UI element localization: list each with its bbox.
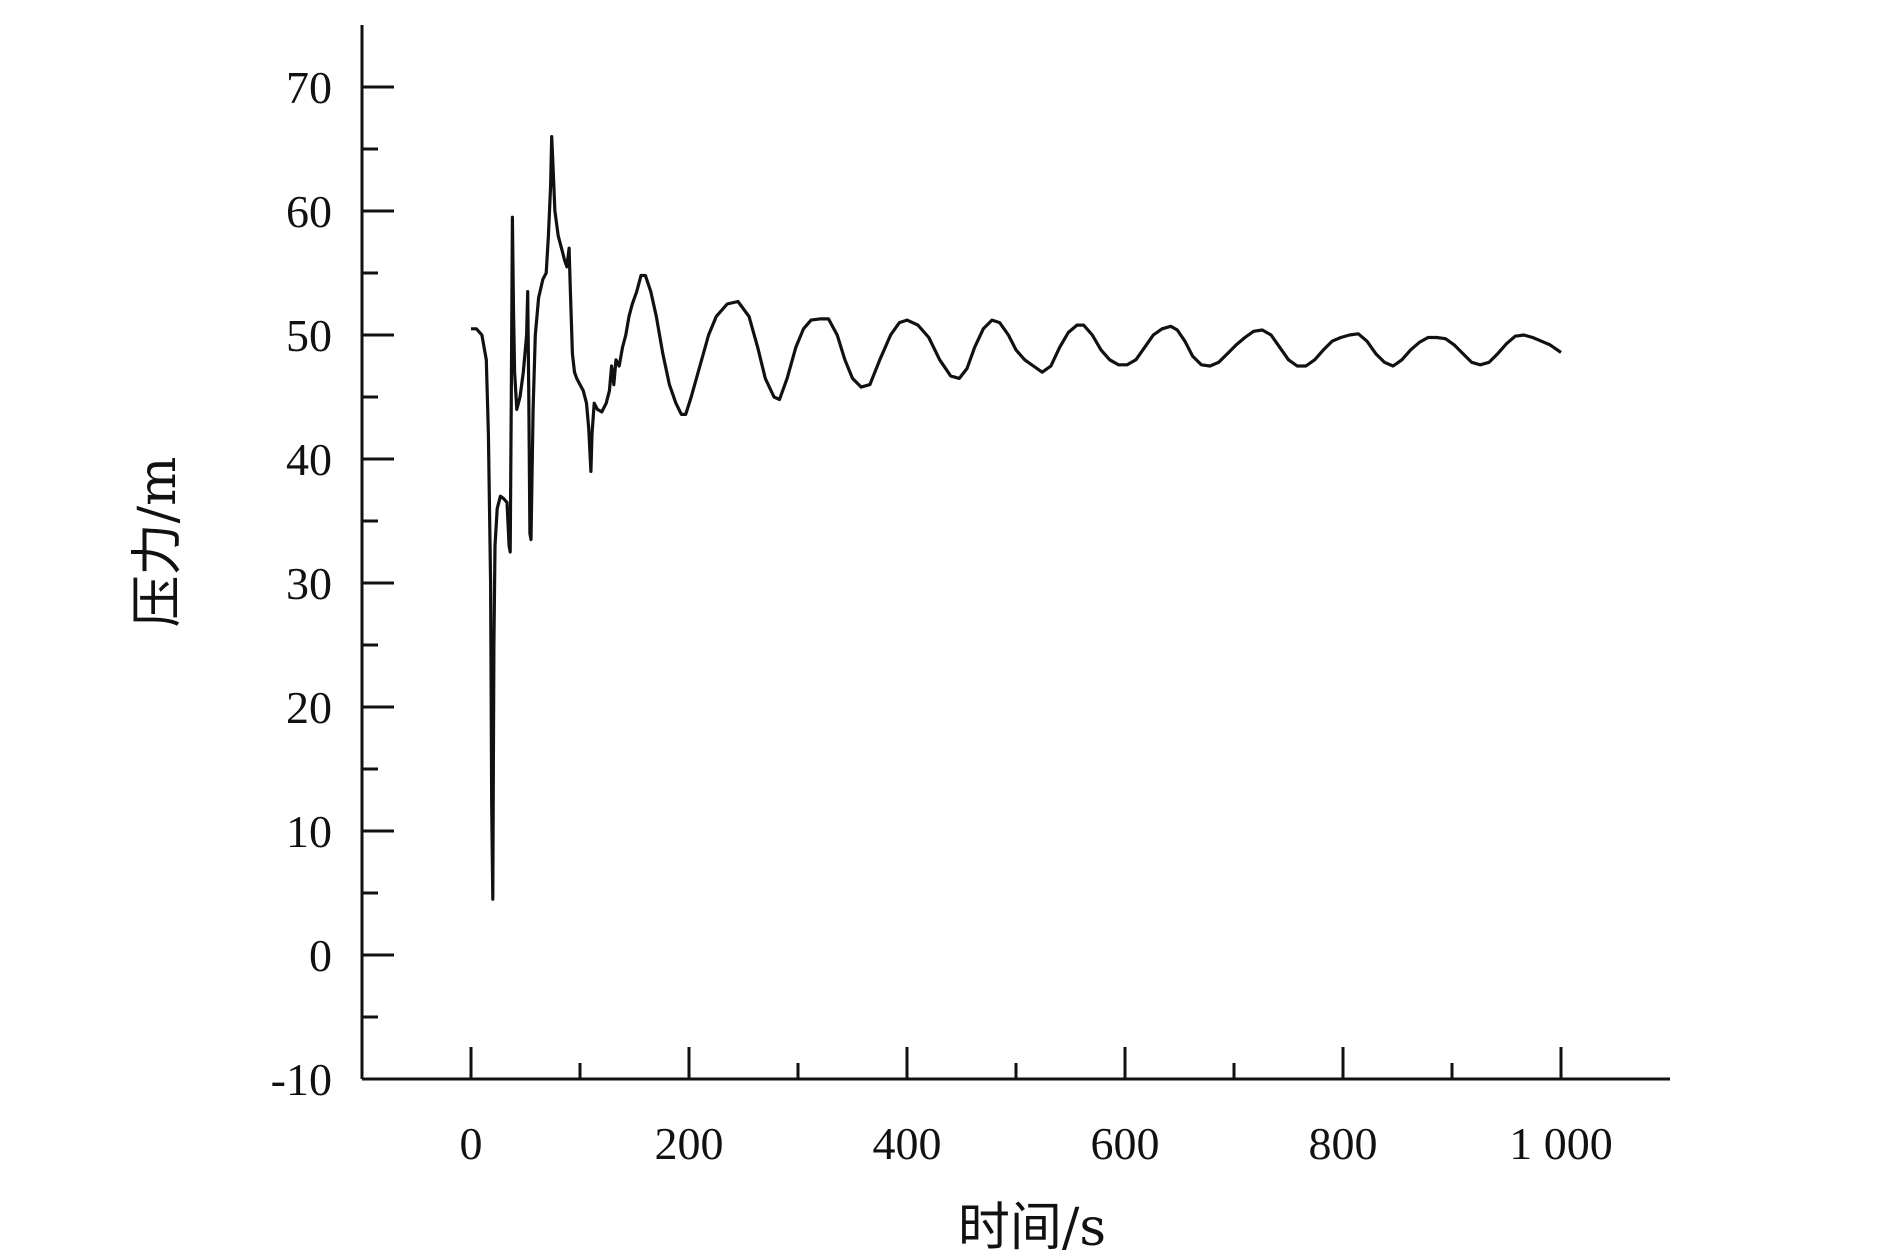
- x-tick-label: 400: [873, 1118, 942, 1169]
- y-tick-label: 70: [286, 62, 332, 113]
- y-tick-label: -10: [271, 1054, 332, 1105]
- series-line: [471, 135, 1562, 901]
- y-tick-label: 10: [286, 806, 332, 857]
- axes: [360, 25, 1670, 1081]
- y-tick-label: 0: [309, 930, 332, 981]
- y-tick-label: 30: [286, 558, 332, 609]
- y-tick-label: 60: [286, 186, 332, 237]
- y-axis-title: 压力/m: [128, 457, 188, 628]
- x-tick-label: 0: [460, 1118, 483, 1169]
- tick-labels: -10 0 10 20 30 40 50 60 70 0 200 400 600 800 1 000: [271, 62, 1613, 1169]
- x-axis-title: 时间/s: [958, 1198, 1106, 1257]
- y-tick-label: 50: [286, 310, 332, 361]
- y-tick-label: 20: [286, 682, 332, 733]
- x-tick-label: 1 000: [1509, 1118, 1613, 1169]
- ticks: [362, 85, 1563, 1081]
- x-tick-label: 200: [655, 1118, 724, 1169]
- x-tick-label: 800: [1309, 1118, 1378, 1169]
- y-tick-label: 40: [286, 434, 332, 485]
- series-group: [471, 135, 1562, 901]
- x-tick-label: 600: [1091, 1118, 1160, 1169]
